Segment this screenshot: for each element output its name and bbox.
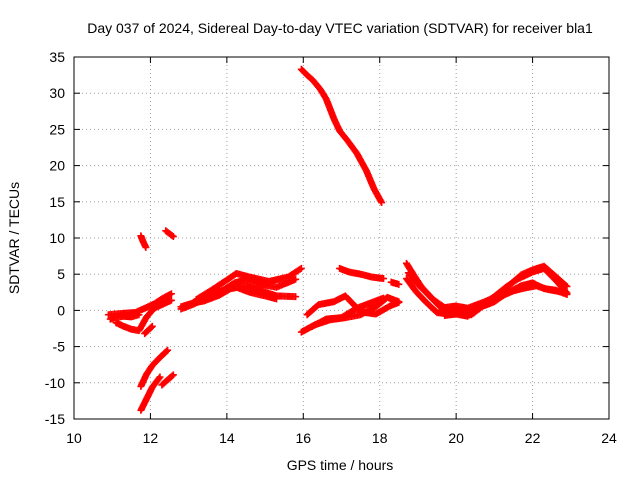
data-point	[169, 371, 177, 379]
data-point	[380, 294, 388, 302]
data-point	[562, 281, 570, 289]
grid-lines	[74, 57, 609, 419]
series-arc-q	[307, 294, 388, 331]
x-tick-label: 12	[143, 430, 159, 446]
x-tick-label: 10	[66, 430, 82, 446]
y-tick-label: 20	[49, 158, 65, 174]
y-tick-label: 25	[49, 121, 65, 137]
series-arc-e	[137, 232, 150, 251]
data-point	[167, 296, 175, 304]
data-point	[380, 275, 388, 283]
data-point	[273, 295, 281, 303]
y-tick-label: 30	[49, 85, 65, 101]
data-point	[169, 233, 177, 241]
data-point	[395, 298, 403, 306]
data-point	[395, 280, 403, 288]
x-tick-label: 18	[372, 430, 388, 446]
series-arc-d	[141, 322, 156, 338]
y-tick-label: -15	[45, 411, 65, 427]
data-point	[296, 265, 304, 273]
data-point	[168, 232, 176, 240]
data-point	[292, 293, 300, 301]
y-tick-label: 15	[49, 194, 65, 210]
series-arc-f	[162, 227, 177, 241]
data-point	[155, 374, 163, 382]
series-arc-h	[137, 373, 164, 414]
data-point	[563, 290, 571, 298]
x-tick-label: 14	[219, 430, 235, 446]
x-tick-label: 20	[448, 430, 464, 446]
chart-title: Day 037 of 2024, Sidereal Day-to-day VTE…	[87, 20, 593, 36]
data-point	[378, 199, 386, 207]
data-point	[555, 288, 563, 296]
series-arc-w	[441, 282, 563, 320]
y-tick-labels: -15 -10 -5 0 5 10 15 20 25 30 35	[45, 49, 65, 427]
y-tick-label: 10	[49, 230, 65, 246]
x-tick-label: 24	[601, 430, 617, 446]
data-point	[167, 290, 175, 298]
data-point	[297, 264, 305, 272]
y-tick-label: 35	[49, 49, 65, 65]
data-points	[104, 65, 571, 414]
axis-ticks	[73, 56, 610, 420]
data-point	[292, 275, 300, 283]
series-arc-n	[297, 65, 386, 207]
series-arc-i	[158, 371, 177, 389]
series-arc-b	[106, 311, 143, 323]
series-arc-s	[387, 278, 403, 288]
data-point	[164, 346, 172, 354]
y-tick-label: 0	[57, 302, 65, 318]
data-point	[142, 243, 150, 251]
series-arc-c	[112, 296, 175, 335]
data-point	[163, 347, 171, 355]
series-arc-m	[208, 283, 281, 303]
data-point	[168, 372, 176, 380]
data-point	[135, 311, 143, 319]
data-point	[156, 373, 164, 381]
x-axis-title: GPS time / hours	[287, 457, 394, 473]
y-tick-label: -5	[53, 339, 66, 355]
y-tick-label: -10	[45, 375, 65, 391]
series-arc-g	[137, 346, 172, 390]
series-arc-l	[192, 264, 305, 304]
x-tick-label: 16	[295, 430, 311, 446]
x-tick-label: 22	[525, 430, 541, 446]
data-point	[563, 283, 571, 291]
data-point	[147, 323, 155, 331]
data-point	[148, 322, 156, 330]
y-tick-label: 5	[57, 266, 65, 282]
y-axis-title: SDTVAR / TECUs	[6, 182, 22, 294]
x-tick-labels: 10 12 14 16 18 20 22 24	[66, 430, 617, 446]
series-arc-r	[336, 264, 388, 283]
